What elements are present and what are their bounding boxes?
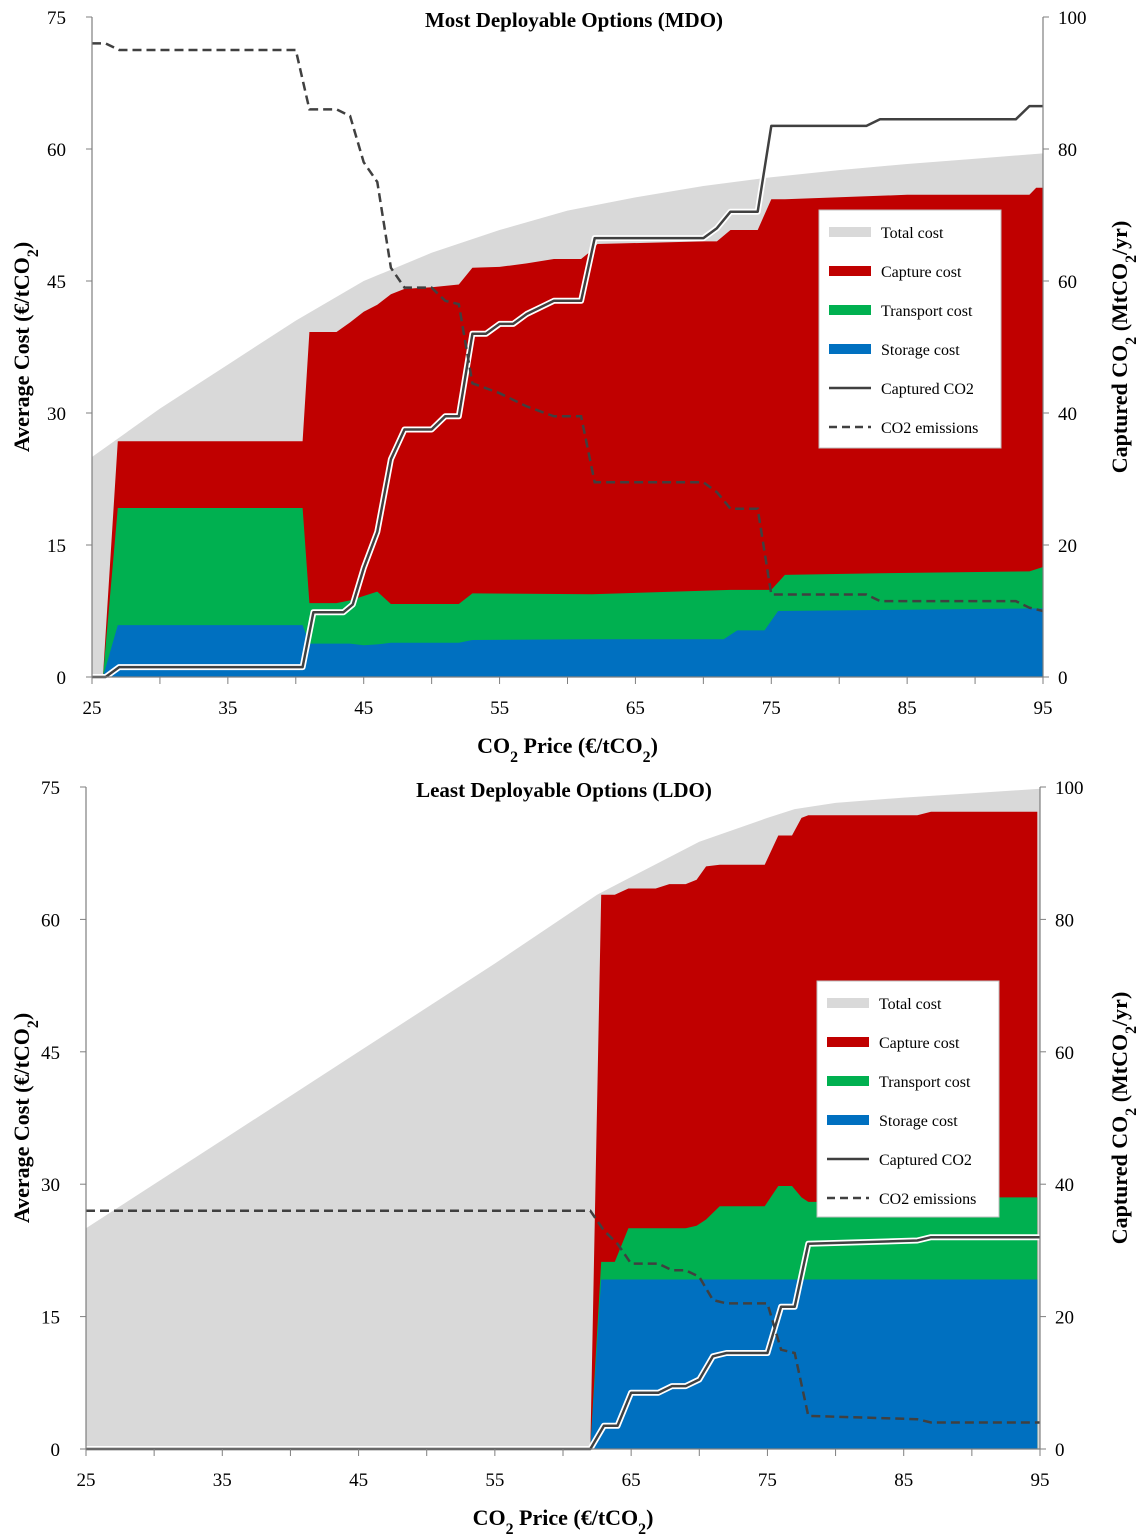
legend-label: Capture cost xyxy=(879,1035,960,1052)
legend-label: Captured CO2 xyxy=(879,1152,972,1169)
y2-tick-label: 100 xyxy=(1058,8,1087,29)
x-tick-label: 95 xyxy=(1031,1470,1050,1491)
y-tick-label: 60 xyxy=(41,910,60,931)
legend-label: Transport cost xyxy=(881,303,973,320)
area-storage-cost xyxy=(590,1279,1038,1449)
x-tick-label: 75 xyxy=(762,698,781,719)
y-tick-label: 45 xyxy=(47,272,66,293)
y-tick-label: 30 xyxy=(47,404,66,425)
x-tick-label: 25 xyxy=(83,698,102,719)
y-tick-label: 15 xyxy=(41,1308,60,1329)
y-tick-label: 30 xyxy=(41,1175,60,1196)
chart-title: Least Deployable Options (LDO) xyxy=(416,778,712,802)
legend-label: CO2 emissions xyxy=(879,1191,976,1208)
legend-swatch xyxy=(829,344,871,354)
legend-label: Total cost xyxy=(881,225,944,242)
x-tick-label: 65 xyxy=(622,1470,641,1491)
legend-label: Total cost xyxy=(879,996,942,1013)
y2-axis-title: Captured CO2 (MtCO2/yr) xyxy=(1107,992,1140,1245)
x-tick-label: 35 xyxy=(213,1470,232,1491)
y-axis-title: Average Cost (€/tCO2) xyxy=(9,1013,42,1223)
x-tick-label: 45 xyxy=(354,698,373,719)
chart-panel-2: 25 35 45 55 65 75 85 9501530456075020406080100L… xyxy=(9,778,1140,1537)
x-tick-label: 85 xyxy=(898,698,917,719)
captured-co2-line xyxy=(86,1235,1040,1451)
y2-tick-label: 80 xyxy=(1058,140,1077,161)
y-tick-label: 0 xyxy=(51,1440,61,1461)
x-axis-title: CO2 Price (€/tCO2) xyxy=(473,1505,654,1537)
x-tick-label: 25 xyxy=(77,1470,96,1491)
legend-label: Capture cost xyxy=(881,264,962,281)
captured-co2-line xyxy=(92,104,1043,679)
legend-swatch xyxy=(829,305,871,315)
legend-box xyxy=(816,980,1000,1218)
y2-tick-label: 60 xyxy=(1058,272,1077,293)
y-tick-label: 15 xyxy=(47,536,66,557)
y2-tick-label: 60 xyxy=(1055,1043,1074,1064)
legend: Total cost Capture cost Transport cost Stor… xyxy=(816,980,1000,1218)
y2-tick-label: 0 xyxy=(1058,668,1068,689)
y2-tick-label: 100 xyxy=(1055,778,1084,799)
legend-label: Transport cost xyxy=(879,1074,971,1091)
y-tick-label: 60 xyxy=(47,140,66,161)
y-tick-label: 45 xyxy=(41,1043,60,1064)
x-tick-label: 45 xyxy=(349,1470,368,1491)
legend-swatch xyxy=(827,1037,869,1047)
x-tick-label: 55 xyxy=(485,1470,504,1491)
y-tick-label: 0 xyxy=(57,668,67,689)
legend-swatch xyxy=(827,998,869,1008)
y2-tick-label: 20 xyxy=(1055,1308,1074,1329)
legend-box xyxy=(818,209,1002,449)
area-capture-cost xyxy=(102,187,1043,677)
y-axis-title: Average Cost (€/tCO2) xyxy=(9,242,42,452)
y2-tick-label: 40 xyxy=(1055,1175,1074,1196)
legend-label: Captured CO2 xyxy=(881,381,974,398)
y2-tick-label: 40 xyxy=(1058,404,1077,425)
legend-label: Storage cost xyxy=(879,1113,958,1130)
area-storage-cost xyxy=(102,608,1043,677)
x-tick-label: 35 xyxy=(218,698,237,719)
x-axis-title: CO2 Price (€/tCO2) xyxy=(477,733,658,766)
legend-swatch xyxy=(827,1115,869,1125)
legend-swatch xyxy=(829,266,871,276)
y-tick-label: 75 xyxy=(47,8,66,29)
x-tick-label: 85 xyxy=(894,1470,913,1491)
legend-label: CO2 emissions xyxy=(881,420,978,437)
y2-axis-title: Captured CO2 (MtCO2/yr) xyxy=(1107,221,1140,474)
chart-panel-1: 25 35 45 55 65 75 85 9501530456075020406080100M… xyxy=(9,8,1140,766)
co2-emissions-line xyxy=(92,42,1044,613)
x-tick-label: 65 xyxy=(626,698,645,719)
y-tick-label: 75 xyxy=(41,778,60,799)
legend-swatch xyxy=(829,227,871,237)
y2-tick-label: 80 xyxy=(1055,910,1074,931)
legend-label: Storage cost xyxy=(881,342,960,359)
legend: Total cost Capture cost Transport cost Stor… xyxy=(818,209,1002,449)
chart-title: Most Deployable Options (MDO) xyxy=(425,8,723,32)
x-tick-label: 55 xyxy=(490,698,509,719)
y2-tick-label: 20 xyxy=(1058,536,1077,557)
co2-emissions-line xyxy=(86,1209,1040,1424)
legend-swatch xyxy=(827,1076,869,1086)
x-tick-label: 75 xyxy=(758,1470,777,1491)
x-tick-label: 95 xyxy=(1034,698,1053,719)
y2-tick-label: 0 xyxy=(1055,1440,1065,1461)
